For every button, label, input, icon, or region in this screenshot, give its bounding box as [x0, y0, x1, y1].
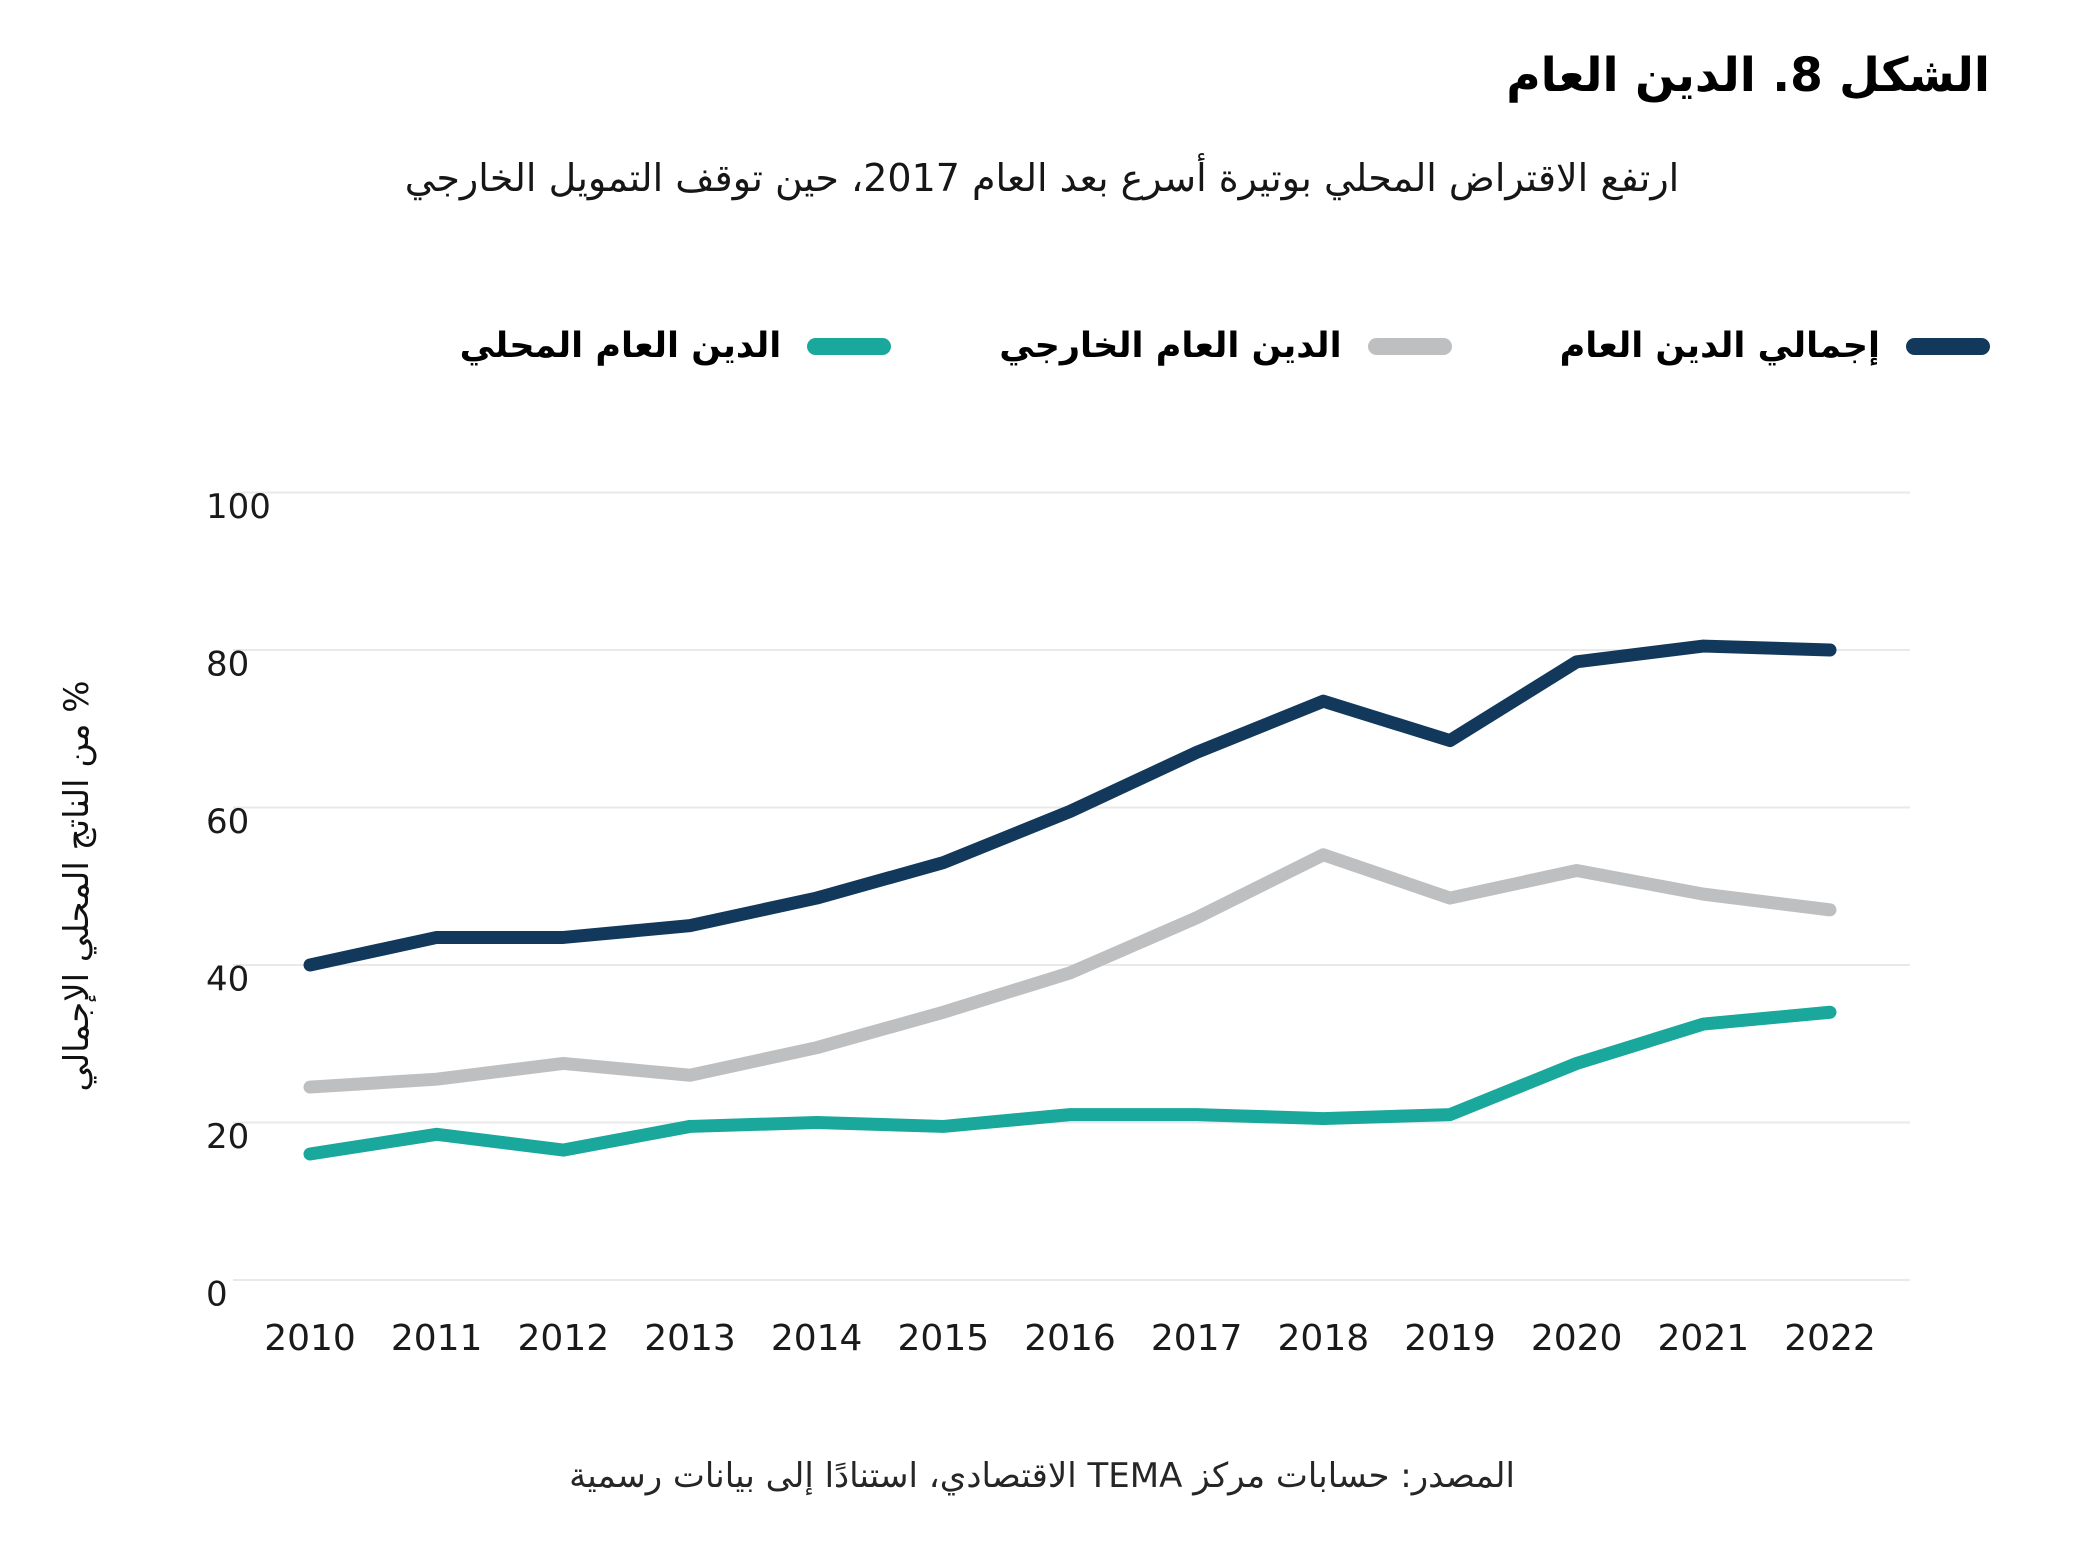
x-tick-label-2014: 2014: [771, 1318, 863, 1359]
legend-marker-domestic: [807, 337, 892, 355]
x-tick-label-2016: 2016: [1024, 1318, 1116, 1359]
legend-label-domestic: الدين العام المحلي: [459, 326, 782, 366]
y-tick-label-20: 20: [206, 1117, 249, 1157]
y-tick-label-80: 80: [206, 645, 249, 685]
legend-item-domestic: الدين العام المحلي: [460, 326, 892, 366]
legend-marker-total: [1906, 337, 1990, 355]
x-tick-label-2020: 2020: [1531, 1318, 1623, 1359]
legend-item-external: الدين العام الخارجي: [999, 326, 1452, 366]
chart-legend: إجمالي الدين العام الدين العام الخارجي الد…: [460, 326, 1990, 366]
y-tick-label-0: 0: [206, 1275, 228, 1315]
x-tick-label-2013: 2013: [644, 1318, 736, 1359]
series-line-external: [303, 848, 1837, 1094]
debt-line-chart: 0 20 40 60 80 100 2010 2011 2012 2013 2014 2015 2016…: [57, 487, 1910, 1359]
y-axis-title: % من الناتج المحلي الإجمالي: [57, 680, 97, 1091]
x-tick-label-2019: 2019: [1404, 1318, 1496, 1359]
x-tick-label-2017: 2017: [1151, 1318, 1243, 1359]
figure-title: الشكل 8. الدين العام: [1506, 48, 1990, 103]
x-tick-label-2018: 2018: [1278, 1318, 1370, 1359]
legend-marker-external: [1367, 337, 1452, 355]
x-tick-label-2022: 2022: [1784, 1318, 1876, 1359]
y-tick-label-60: 60: [206, 802, 249, 842]
source-note: المصدر: حسابات مركز TEMA الاقتصادي، استن…: [569, 1456, 1515, 1496]
y-tick-label-40: 40: [206, 960, 249, 1000]
y-tick-label-100: 100: [206, 487, 271, 527]
x-tick-label-2010: 2010: [264, 1318, 356, 1359]
figure-subtitle: ارتفع الاقتراض المحلي بوتيرة أسرع بعد ال…: [404, 156, 1680, 200]
series-line-total: [303, 639, 1837, 972]
series-line-domestic: [303, 1005, 1837, 1161]
legend-label-external: الدين العام الخارجي: [999, 326, 1342, 366]
chart-area: 0 20 40 60 80 100 2010 2011 2012 2013 2014 2015 2016…: [0, 440, 2084, 1390]
x-tick-label-2011: 2011: [391, 1318, 483, 1359]
legend-item-total: إجمالي الدين العام: [1560, 326, 1990, 366]
x-tick-label-2012: 2012: [518, 1318, 610, 1359]
x-tick-label-2015: 2015: [898, 1318, 990, 1359]
legend-label-total: إجمالي الدين العام: [1559, 326, 1880, 366]
x-tick-label-2021: 2021: [1658, 1318, 1750, 1359]
